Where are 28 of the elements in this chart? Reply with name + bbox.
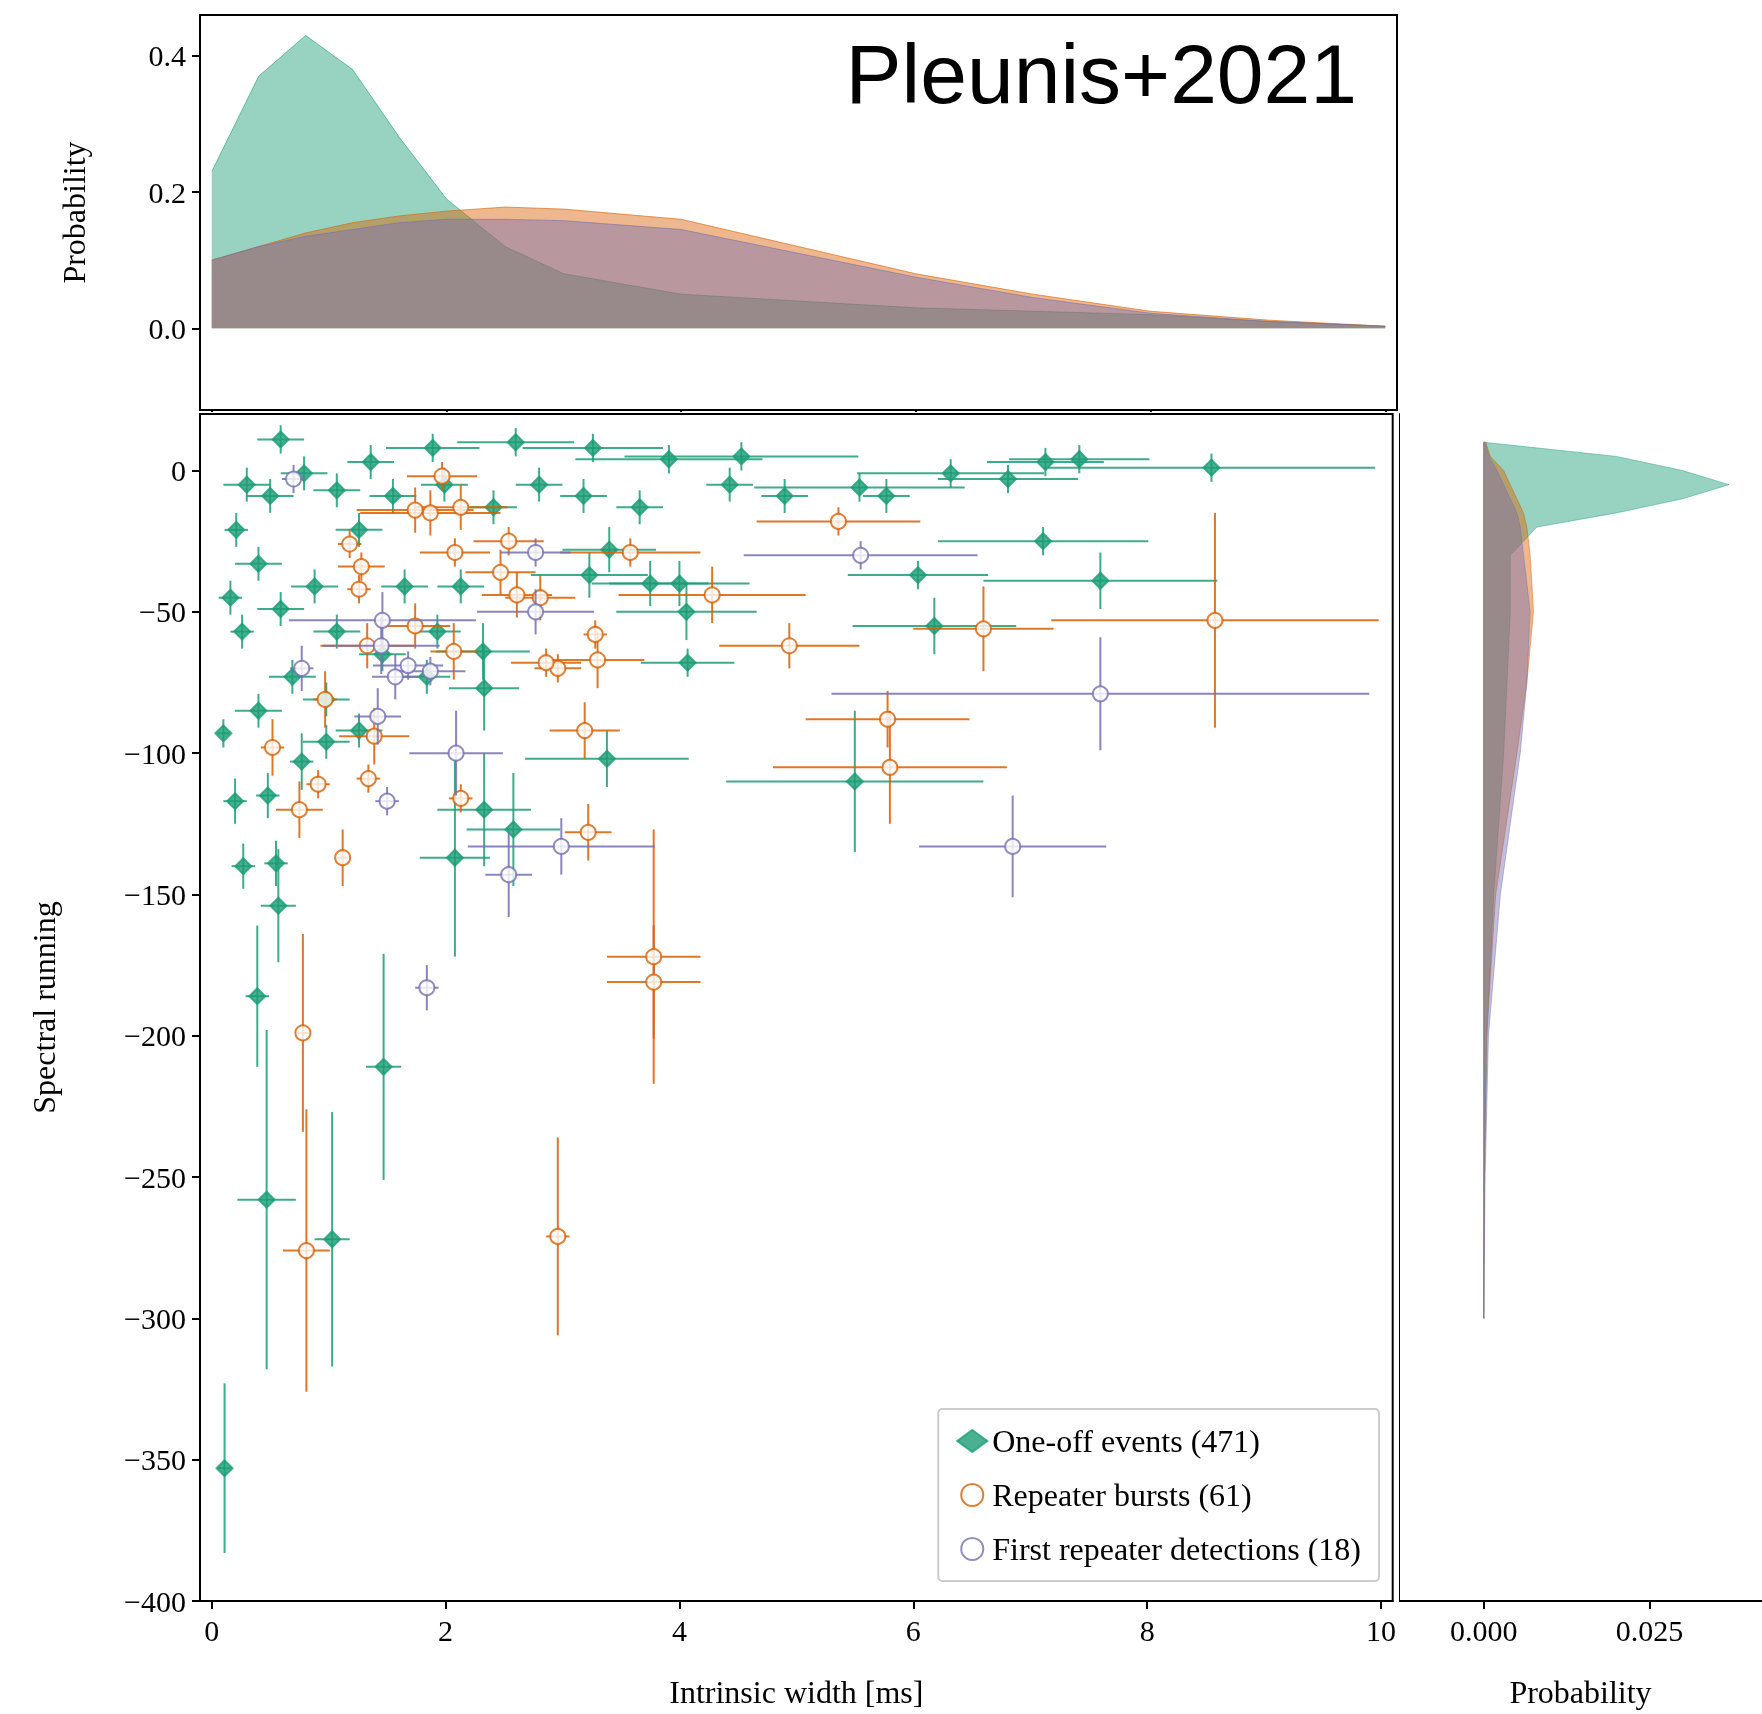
x-tick-label: 2	[438, 1613, 454, 1647]
x-tick-label: 0.000	[1450, 1613, 1518, 1647]
y-axis-title: Probability	[56, 141, 92, 284]
x-tick-label: 0.025	[1615, 1613, 1684, 1647]
y-tick-label: −400	[124, 1584, 186, 1618]
y-tick-label: −350	[124, 1443, 186, 1477]
y-tick-label: 0	[171, 454, 186, 488]
x-tick-label: 4	[671, 1613, 687, 1647]
chart-title: Pleunis+2021	[845, 27, 1358, 121]
y-tick-label: 0.4	[148, 39, 186, 73]
x-tick-label: 6	[905, 1613, 921, 1647]
legend-label: First repeater detections (18)	[992, 1531, 1361, 1567]
y-axis-title: Spectral running	[26, 901, 62, 1114]
y-tick-label: −100	[124, 736, 186, 770]
y-tick-label: −200	[124, 1019, 186, 1053]
legend-label: One-off events (471)	[992, 1423, 1261, 1459]
y-tick-label: 0.2	[148, 175, 186, 209]
y-tick-label: −50	[139, 595, 186, 629]
y-tick-label: −300	[124, 1301, 186, 1335]
x-axis-title: Intrinsic width [ms]	[669, 1674, 924, 1710]
x-tick-label: 0	[204, 1613, 220, 1647]
x-axis-title: Probability	[1509, 1674, 1652, 1710]
legend-label: Repeater bursts (61)	[992, 1477, 1252, 1513]
y-tick-label: −250	[124, 1160, 186, 1194]
y-tick-label: −150	[124, 877, 186, 911]
x-tick-label: 10	[1366, 1613, 1396, 1647]
y-tick-label: 0.0	[148, 311, 186, 345]
x-tick-label: 8	[1139, 1613, 1155, 1647]
